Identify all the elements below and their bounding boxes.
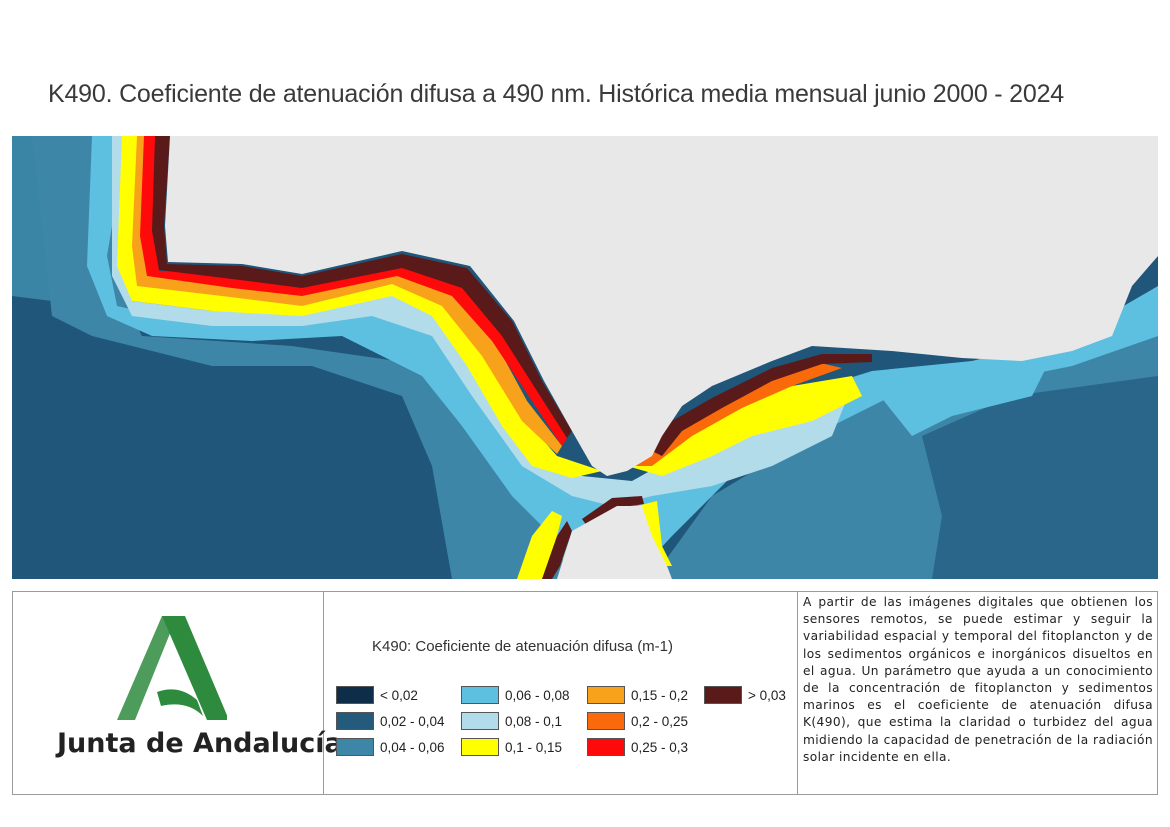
legend-label: 0,1 - 0,15 [505, 739, 563, 755]
land-iberia [165, 136, 1158, 476]
logo-text: Junta de Andalucía [57, 728, 343, 759]
legend-label: < 0,02 [380, 687, 418, 703]
legend-label: > 0,03 [748, 687, 786, 703]
description-text: A partir de las imágenes digitales que o… [803, 595, 1153, 764]
legend-item: < 0,02 [336, 686, 418, 704]
page-title: K490. Coeficiente de atenuación difusa a… [48, 80, 1064, 108]
legend-swatch [336, 712, 374, 730]
ocean-zone-east-0204 [922, 376, 1158, 579]
legend-label: 0,04 - 0,06 [380, 739, 445, 755]
coast-dark-south2 [542, 521, 572, 579]
legend-item: 0,04 - 0,06 [336, 738, 445, 756]
junta-logo-icon [117, 616, 227, 720]
land-africa [557, 506, 672, 579]
ocean-zone-yellow-south [517, 511, 562, 579]
logo-box: Junta de Andalucía [13, 592, 343, 794]
legend-swatch [587, 686, 625, 704]
ocean-zone-yellow-east [627, 376, 862, 476]
legend-swatch [461, 686, 499, 704]
legend-item: 0,15 - 0,2 [587, 686, 688, 704]
legend-item: 0,1 - 0,15 [461, 738, 562, 756]
ocean-zone-orange [132, 136, 562, 454]
legend-item: 0,2 - 0,25 [587, 712, 688, 730]
legend-panel: Junta de Andalucía K490: Coeficiente de … [12, 591, 1158, 795]
legend-swatch [461, 712, 499, 730]
legend-swatch [587, 712, 625, 730]
legend-item: 0,08 - 0,1 [461, 712, 562, 730]
legend-swatch [704, 686, 742, 704]
legend-item: > 0,03 [704, 686, 786, 704]
legend-item: 0,06 - 0,08 [461, 686, 570, 704]
ocean-zone-orange-east [632, 361, 842, 466]
legend-item: 0,25 - 0,3 [587, 738, 688, 756]
legend-swatch [336, 738, 374, 756]
legend-title: K490: Coeficiente de atenuación difusa (… [372, 638, 674, 655]
legend-label: 0,15 - 0,2 [631, 687, 689, 703]
coast-dark-east [652, 354, 872, 456]
legend-box: K490: Coeficiente de atenuación difusa (… [324, 592, 798, 794]
legend-label: 0,06 - 0,08 [505, 687, 570, 703]
legend-label: 0,2 - 0,25 [631, 713, 689, 729]
legend-swatch [461, 738, 499, 756]
legend-label: 0,08 - 0,1 [505, 713, 563, 729]
ocean-zone-0406 [32, 136, 592, 579]
legend-swatch [587, 738, 625, 756]
legend-swatch [336, 686, 374, 704]
ocean-zone-yellow [117, 136, 602, 478]
ocean-zone-east-0608-b [872, 356, 1052, 436]
legend-label: 0,02 - 0,04 [380, 713, 445, 729]
legend-item: 0,02 - 0,04 [336, 712, 445, 730]
k490-map [12, 136, 1158, 579]
legend-label: 0,25 - 0,3 [631, 739, 689, 755]
ocean-zone-0810 [112, 136, 852, 506]
